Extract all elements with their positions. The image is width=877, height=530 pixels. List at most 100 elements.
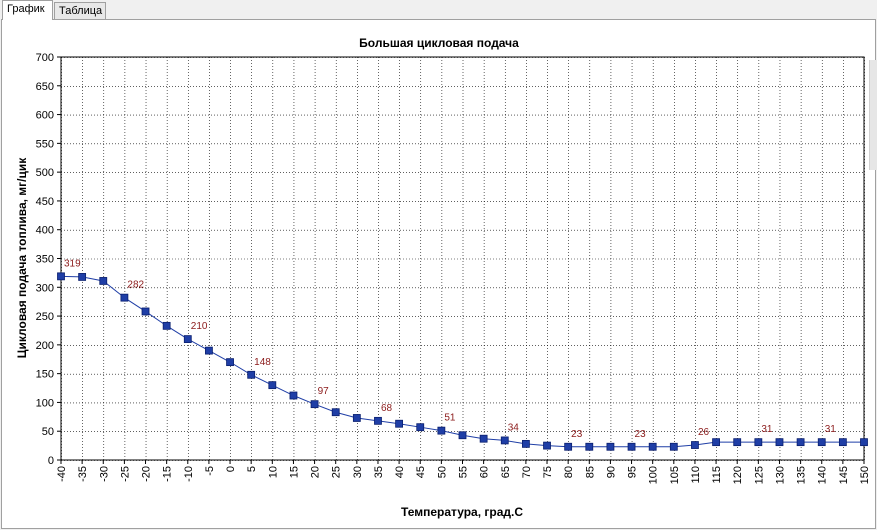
x-axis-label: Температура, град.С <box>401 505 523 519</box>
data-point <box>860 438 868 447</box>
data-label: 210 <box>191 321 208 332</box>
x-tick-label: 55 <box>458 466 470 478</box>
data-point <box>796 438 805 447</box>
y-tick-label: 700 <box>36 52 54 64</box>
data-point <box>564 442 573 451</box>
x-tick-label: 95 <box>627 466 639 478</box>
data-point <box>374 416 382 425</box>
data-point <box>733 438 742 447</box>
data-label: 26 <box>698 427 710 438</box>
x-tick-label: 140 <box>817 466 829 484</box>
data-point <box>585 442 594 451</box>
data-label: 31 <box>825 424 837 435</box>
data-point <box>331 408 340 417</box>
data-point <box>437 426 446 435</box>
data-point <box>691 441 699 449</box>
x-tick-label: 25 <box>331 466 343 478</box>
x-tick-label: 50 <box>436 466 448 478</box>
x-tick-label: 85 <box>584 466 596 478</box>
plot-area <box>60 56 865 461</box>
tab-graph[interactable]: График <box>2 0 53 20</box>
tab-table[interactable]: Таблица <box>54 2 106 19</box>
data-point <box>183 335 192 344</box>
data-label: 148 <box>254 357 271 368</box>
x-tick-label: 75 <box>542 466 554 478</box>
data-label: 68 <box>381 403 393 414</box>
y-tick-label: 0 <box>48 455 54 467</box>
x-tick-label: 60 <box>479 466 491 478</box>
data-point <box>205 346 213 355</box>
x-tick-label: -35 <box>77 466 89 482</box>
data-point <box>141 307 150 316</box>
grid <box>60 56 865 461</box>
x-tick-label: 65 <box>500 466 512 478</box>
data-label: 31 <box>761 424 773 435</box>
x-tick-label: 145 <box>838 466 850 484</box>
x-tick-label: 40 <box>394 466 406 478</box>
data-label: 23 <box>635 429 647 440</box>
series <box>57 272 868 451</box>
x-tick-label: -5 <box>204 466 216 476</box>
y-axis-ticks: 0 50 100 150 200 250 300 350 400 450 500 550 600 650 7… <box>36 52 61 467</box>
data-point <box>226 358 234 367</box>
y-tick-label: 150 <box>36 369 54 381</box>
data-point <box>78 273 87 281</box>
scrollbar[interactable] <box>869 60 877 170</box>
data-point <box>99 277 108 285</box>
y-tick-label: 50 <box>42 426 54 438</box>
data-point <box>775 438 784 447</box>
x-tick-label: 90 <box>605 466 617 478</box>
x-tick-label: -15 <box>162 466 174 482</box>
y-tick-label: 200 <box>36 340 54 352</box>
x-tick-label: -30 <box>98 466 110 482</box>
data-point <box>289 391 298 400</box>
data-point <box>648 442 657 451</box>
y-tick-label: 500 <box>36 167 54 179</box>
x-tick-label: 150 <box>859 466 871 484</box>
x-tick-label: 15 <box>288 466 300 478</box>
x-tick-label: 0 <box>225 466 237 472</box>
data-point <box>162 321 171 330</box>
data-label: 34 <box>508 422 520 433</box>
data-point <box>543 441 551 450</box>
data-point <box>817 438 826 447</box>
data-point <box>57 272 65 281</box>
x-tick-label: 5 <box>246 466 258 472</box>
data-point <box>669 442 678 451</box>
x-tick-label: 110 <box>690 466 702 484</box>
x-tick-label: -25 <box>119 466 131 482</box>
x-tick-label: -40 <box>56 466 68 482</box>
y-axis-label: Цикловая подача топлива, мг/цик <box>15 157 29 359</box>
x-tick-label: 35 <box>373 466 385 478</box>
x-tick-label: -20 <box>141 466 153 482</box>
data-point <box>627 442 636 451</box>
data-point <box>247 370 256 379</box>
data-label: 282 <box>127 280 144 291</box>
data-point <box>416 423 425 432</box>
data-point <box>310 400 319 409</box>
y-tick-label: 600 <box>36 110 54 122</box>
y-tick-label: 300 <box>36 282 54 294</box>
data-point <box>606 442 615 451</box>
data-label: 319 <box>64 258 81 269</box>
chart-title: Большая цикловая подача <box>359 36 519 50</box>
x-axis-ticks: -40 -35 -30 -25 -20 -15 -10 -5 0 5 10 15 20 25 30 35 40 4… <box>56 460 871 484</box>
y-tick-label: 100 <box>36 397 54 409</box>
tab-bar: График Таблица <box>0 0 877 20</box>
x-tick-label: 120 <box>732 466 744 484</box>
x-tick-label: -10 <box>183 466 195 482</box>
x-tick-label: 115 <box>711 466 723 484</box>
data-point <box>395 419 404 428</box>
data-point <box>754 438 763 447</box>
y-tick-label: 250 <box>36 311 54 323</box>
data-point <box>120 293 129 302</box>
data-point <box>521 439 530 448</box>
x-tick-label: 80 <box>563 466 575 478</box>
data-point <box>500 436 509 445</box>
y-tick-label: 550 <box>36 138 54 150</box>
y-tick-label: 400 <box>36 225 54 237</box>
x-tick-label: 45 <box>415 466 427 478</box>
data-point <box>712 438 720 447</box>
x-tick-label: 70 <box>521 466 533 478</box>
